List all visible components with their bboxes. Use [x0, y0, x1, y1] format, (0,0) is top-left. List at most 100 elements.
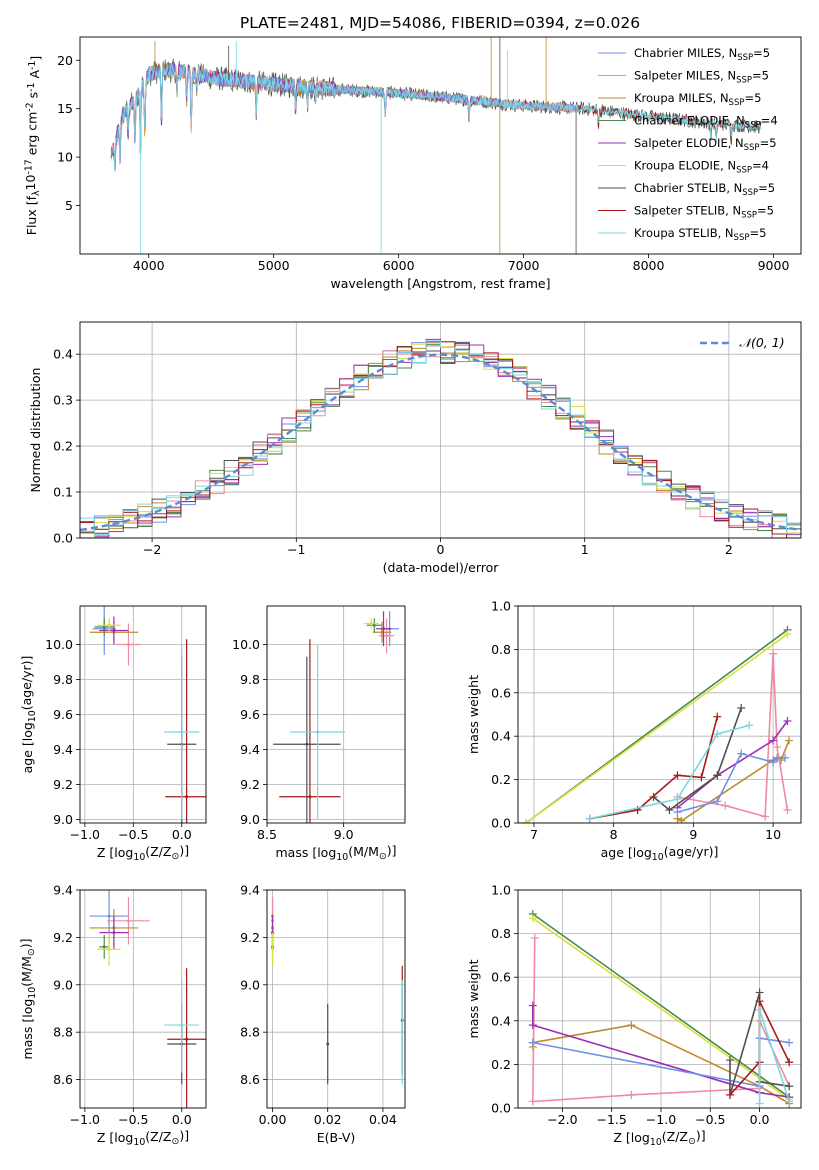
- panel-residual_histogram: −2 −1 0 1 2 0.0 0.1 0.2 0.3 0.4 (data-model)/error…: [28, 321, 802, 575]
- marker-salpeter_stelib: [785, 1058, 794, 1067]
- y-tick-label: 9.4: [240, 742, 260, 757]
- plot-area: [521, 625, 794, 823]
- point-kroupa_stelib: [316, 730, 320, 734]
- y-tick-label: 9.8: [53, 672, 73, 687]
- y-tick-label: 15: [57, 101, 73, 116]
- point-kroupa_elodie: [369, 622, 373, 625]
- marker-chabrier_miles: [737, 749, 746, 758]
- marker-kroupa_elodie: [528, 914, 537, 923]
- marker-kroupa_stelib: [755, 1005, 764, 1014]
- marker-salpeter_miles: [528, 1097, 537, 1106]
- marker-salpeter_miles: [627, 1090, 636, 1099]
- marker-kroupa_miles: [785, 736, 794, 745]
- x-tick-label: −1.0: [70, 1112, 100, 1127]
- marker-salpeter_miles: [721, 801, 730, 810]
- y-tick-label: 0.4: [491, 1013, 511, 1028]
- point-kroupa_stelib: [180, 1023, 184, 1027]
- x-tick-label: 0.0: [172, 1112, 192, 1127]
- y-tick-label: 9.0: [53, 812, 73, 827]
- marker-salpeter_miles: [773, 743, 782, 752]
- x-tick-label: 0.04: [369, 1112, 397, 1127]
- marker-kroupa_stelib: [713, 730, 722, 739]
- marker-chabrier_miles: [713, 797, 722, 806]
- series-chabrier_stelib: [652, 707, 742, 812]
- series-chabrier_elodie: [532, 913, 790, 1098]
- x-tick-label: 0.0: [172, 827, 192, 842]
- y-tick-label: 8.6: [240, 1072, 260, 1087]
- point-salpeter_miles: [126, 919, 130, 923]
- legend-label-salpeter_elodie: Salpeter ELODIE, NSSP=5: [634, 136, 777, 153]
- point-kroupa_elodie: [107, 623, 111, 627]
- plot-area: [80, 338, 801, 538]
- marker-salpeter_stelib: [726, 1090, 735, 1099]
- point-chabrier_elodie: [102, 625, 106, 629]
- y-axis-label: Normed distribution: [28, 368, 43, 493]
- x-tick-label: −0.5: [695, 1112, 725, 1127]
- marker-chabrier_stelib: [665, 805, 674, 814]
- x-axis-label: mass [log10(M/M⊙)]: [276, 843, 397, 863]
- plot-area: [89, 890, 206, 1108]
- y-tick-label: 9.4: [53, 883, 73, 898]
- y-tick-label: 9.2: [53, 777, 73, 792]
- legend-label-kroupa_elodie: Kroupa ELODIE, NSSP=4: [634, 159, 769, 176]
- x-tick-label: 9: [689, 827, 697, 842]
- x-tick-label: 9000: [758, 258, 790, 273]
- panel-massweight_vs_Z: −2.0 −1.5 −1.0 −0.5 0.0 0.0 0.2 0.4 0.6 0.8 1.0 Z […: [466, 883, 802, 1148]
- marker-salpeter_stelib: [673, 771, 682, 780]
- x-tick-label: −0.5: [118, 1112, 148, 1127]
- panel-mass_vs_ebv: 0.00 0.02 0.04 8.6 8.8 9.0 9.2 9.4 E(B-V): [240, 883, 406, 1145]
- point-chabrier_stelib: [326, 1042, 330, 1046]
- x-axis-label: Z [log10(Z/Z⊙)]: [97, 1128, 189, 1148]
- panels: 4000 5000 6000 7000 8000 90005101520wavelengt…: [18, 36, 802, 1148]
- marker-salpeter_elodie: [528, 1021, 537, 1030]
- plot-area: [89, 606, 206, 823]
- axes-frame: [266, 889, 406, 1109]
- point-chabrier_elodie: [372, 623, 376, 627]
- y-tick-label: 10.0: [45, 637, 73, 652]
- y-tick-label: 9.2: [53, 930, 73, 945]
- x-tick-label: −0.5: [118, 827, 148, 842]
- legend-label-kroupa_miles: Kroupa MILES, NSSP=5: [634, 91, 761, 108]
- point-chabrier_stelib: [305, 742, 309, 746]
- marker-salpeter_miles: [769, 649, 778, 658]
- spectrum-chabrier_elodie: [110, 62, 499, 170]
- series-salpeter_elodie: [676, 720, 789, 809]
- marker-chabrier_miles: [785, 1038, 794, 1047]
- legend-label-chabrier_stelib: Chabrier STELIB, NSSP=5: [634, 181, 775, 198]
- marker-chabrier_miles: [528, 1038, 537, 1047]
- legend-label-kroupa_stelib: Kroupa STELIB, NSSP=5: [634, 226, 766, 243]
- point-salpeter_elodie: [382, 627, 386, 631]
- marker-kroupa_elodie: [783, 630, 792, 639]
- plot-area: [528, 909, 794, 1108]
- point-salpeter_stelib: [308, 795, 312, 799]
- point-kroupa_stelib: [180, 730, 184, 734]
- panel-mass_vs_Z: −1.0 −0.5 0.0 8.6 8.8 9.0 9.2 9.4 Z [log10(Z/Z⊙)…: [18, 883, 207, 1148]
- point-salpeter_miles: [126, 643, 130, 646]
- x-tick-label: −2.0: [547, 1112, 577, 1127]
- x-axis-label: Z [log10(Z/Z⊙)]: [97, 843, 189, 863]
- y-tick-label: 0.2: [53, 439, 73, 454]
- marker-salpeter_elodie: [783, 717, 792, 726]
- marker-chabrier_stelib: [785, 1082, 794, 1091]
- y-tick-label: 0.2: [491, 1057, 511, 1072]
- y-tick-label: 9.0: [240, 812, 260, 827]
- panel-age_vs_Z: −1.0 −0.5 0.0 9.0 9.2 9.4 9.6 9.8 10.0 Z [log10(Z…: [19, 605, 207, 863]
- y-axis-label: age [log10(age/yr)]: [19, 656, 38, 774]
- figure-title: PLATE=2481, MJD=54086, FIBERID=0394, z=0…: [240, 14, 640, 32]
- series-kroupa_miles: [677, 740, 790, 822]
- y-tick-label: 9.4: [240, 883, 260, 898]
- marker-salpeter_elodie: [769, 736, 778, 745]
- point-kroupa_elodie: [271, 947, 275, 951]
- spectrum-kroupa_elodie: [110, 62, 499, 166]
- y-tick-label: 10: [57, 150, 73, 165]
- x-tick-label: 8: [610, 827, 618, 842]
- x-tick-label: 0.02: [314, 1112, 342, 1127]
- panel-spectrum: 4000 5000 6000 7000 8000 9000 5 10 15 20 wavelengt…: [23, 36, 802, 291]
- marker-salpeter_miles: [761, 812, 770, 821]
- series-salpeter_stelib: [589, 716, 719, 820]
- y-tick-label: 1.0: [491, 883, 511, 898]
- plot-area: [273, 611, 399, 823]
- legend-label-chabrier_elodie: Chabrier ELODIE, NSSP=4: [634, 114, 778, 131]
- legend-label-chabrier_miles: Chabrier MILES, NSSP=5: [634, 46, 770, 63]
